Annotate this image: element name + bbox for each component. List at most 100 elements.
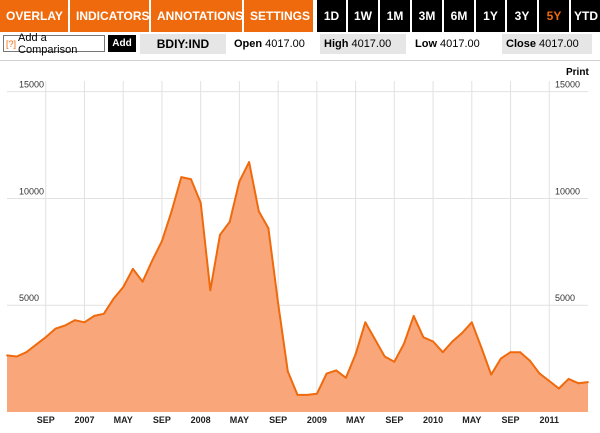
chart-series bbox=[6, 161, 589, 412]
annotations-menu-label: ANNOTATIONS bbox=[157, 9, 244, 23]
data-point bbox=[354, 353, 357, 356]
overlay-menu-button[interactable]: OVERLAY▼ bbox=[0, 0, 75, 32]
data-point bbox=[112, 297, 115, 300]
y-axis-left: 5000 10000 15000 bbox=[19, 80, 44, 304]
data-point bbox=[538, 372, 541, 375]
x-tick-label: SEP bbox=[385, 415, 403, 425]
data-point bbox=[44, 336, 47, 339]
price-chart: Print 5000 10000 15000 5000 10000 15000 SEP 2… bbox=[0, 61, 600, 428]
data-point bbox=[403, 342, 405, 345]
data-point bbox=[499, 357, 502, 360]
data-point bbox=[451, 340, 454, 343]
data-point bbox=[286, 370, 289, 373]
x-axis: SEP 2007 MAY SEP 2008 MAY SEP 2009 MAY SEP 2010 MAY… bbox=[37, 415, 559, 425]
data-point bbox=[316, 392, 318, 395]
x-tick-label: 2008 bbox=[191, 415, 211, 425]
x-tick-label: SEP bbox=[37, 415, 55, 425]
data-point bbox=[35, 343, 37, 346]
comparison-input[interactable]: [?] Add a Comparison bbox=[3, 32, 105, 56]
data-point bbox=[577, 382, 580, 385]
y-tick-label-left: 5000 bbox=[19, 293, 39, 303]
x-tick-label: MAY bbox=[346, 415, 365, 425]
data-point bbox=[296, 394, 299, 396]
high-value: 4017.00 bbox=[351, 38, 392, 50]
x-tick-label: 2009 bbox=[307, 415, 327, 425]
x-tick-label: SEP bbox=[502, 415, 520, 425]
ticker-symbol: BDIY:IND bbox=[140, 34, 226, 54]
data-point bbox=[587, 381, 589, 383]
data-point bbox=[345, 376, 347, 379]
data-point bbox=[238, 180, 241, 183]
indicators-menu-button[interactable]: INDICATORS▼ bbox=[70, 0, 161, 32]
open-label: Open bbox=[234, 38, 263, 50]
range-button-3y[interactable]: 3Y bbox=[507, 0, 537, 32]
y-axis-right: 5000 10000 15000 bbox=[555, 80, 580, 304]
data-point bbox=[73, 319, 76, 322]
data-point bbox=[432, 340, 434, 343]
data-point bbox=[102, 312, 105, 315]
x-tick-label: 2007 bbox=[74, 415, 94, 425]
data-point bbox=[122, 286, 125, 288]
data-point bbox=[267, 227, 270, 230]
y-tick-label-right: 10000 bbox=[555, 186, 580, 196]
data-point bbox=[567, 378, 570, 380]
range-selector: 1D 1W 1M 3M 6M 1Y 3Y 5Y YTD bbox=[317, 0, 600, 32]
quote-bar: [?] Add a Comparison Add BDIY:IND Open 40… bbox=[0, 32, 600, 56]
data-point bbox=[199, 201, 202, 204]
range-button-1d[interactable]: 1D bbox=[317, 0, 346, 32]
range-button-1y[interactable]: 1Y bbox=[476, 0, 505, 32]
x-tick-label: SEP bbox=[153, 415, 171, 425]
toolbar: OVERLAY▼ INDICATORS▼ ANNOTATIONS▼ SETTIN… bbox=[0, 0, 600, 32]
annotations-menu-button[interactable]: ANNOTATIONS▼ bbox=[151, 0, 255, 32]
close-value: 4017.00 bbox=[538, 38, 579, 50]
data-point bbox=[306, 394, 309, 396]
data-point bbox=[15, 355, 18, 358]
x-tick-label: MAY bbox=[230, 415, 249, 425]
data-point bbox=[54, 327, 57, 330]
chart-svg: Print 5000 10000 15000 5000 10000 15000 SEP 2… bbox=[6, 67, 589, 425]
help-icon[interactable]: [?] bbox=[6, 38, 17, 49]
series-area bbox=[7, 162, 588, 412]
data-point bbox=[83, 321, 86, 324]
low-stat: Low 4017.00 bbox=[415, 34, 480, 54]
divider bbox=[0, 60, 600, 61]
y-tick-label-right: 15000 bbox=[555, 80, 580, 90]
x-tick-label: 2010 bbox=[423, 415, 443, 425]
range-button-1w[interactable]: 1W bbox=[348, 0, 378, 32]
data-point bbox=[161, 240, 163, 243]
data-point bbox=[441, 351, 444, 354]
open-stat: Open 4017.00 bbox=[234, 34, 305, 54]
low-value: 4017.00 bbox=[440, 38, 480, 50]
data-point bbox=[490, 373, 493, 376]
menu-bar: OVERLAY▼ INDICATORS▼ ANNOTATIONS▼ SETTIN… bbox=[0, 0, 322, 32]
data-point bbox=[25, 351, 28, 354]
data-point bbox=[151, 259, 154, 262]
range-button-ytd[interactable]: YTD bbox=[571, 0, 600, 32]
range-button-5y[interactable]: 5Y bbox=[539, 0, 569, 32]
data-point bbox=[219, 233, 221, 236]
settings-menu-button[interactable]: SETTINGS▼ bbox=[244, 0, 322, 32]
data-point bbox=[374, 338, 376, 341]
x-tick-label: MAY bbox=[114, 415, 133, 425]
range-button-6m[interactable]: 6M bbox=[444, 0, 474, 32]
data-point bbox=[190, 178, 192, 181]
close-stat: Close 4017.00 bbox=[502, 34, 592, 54]
settings-menu-label: SETTINGS bbox=[250, 9, 311, 23]
data-point bbox=[470, 321, 473, 324]
range-button-1m[interactable]: 1M bbox=[380, 0, 410, 32]
close-label: Close bbox=[506, 38, 536, 50]
data-point bbox=[228, 221, 231, 223]
data-point bbox=[548, 380, 551, 382]
y-tick-label-left: 10000 bbox=[19, 186, 44, 196]
high-stat: High 4017.00 bbox=[320, 34, 406, 54]
data-point bbox=[529, 359, 531, 362]
data-point bbox=[480, 347, 483, 349]
y-tick-label-right: 5000 bbox=[555, 293, 575, 303]
add-comparison-button[interactable]: Add bbox=[108, 35, 136, 52]
data-point bbox=[170, 210, 173, 213]
data-point bbox=[141, 280, 144, 283]
print-link[interactable]: Print bbox=[566, 67, 589, 78]
data-point bbox=[257, 210, 260, 213]
data-point bbox=[6, 354, 8, 357]
range-button-3m[interactable]: 3M bbox=[412, 0, 442, 32]
